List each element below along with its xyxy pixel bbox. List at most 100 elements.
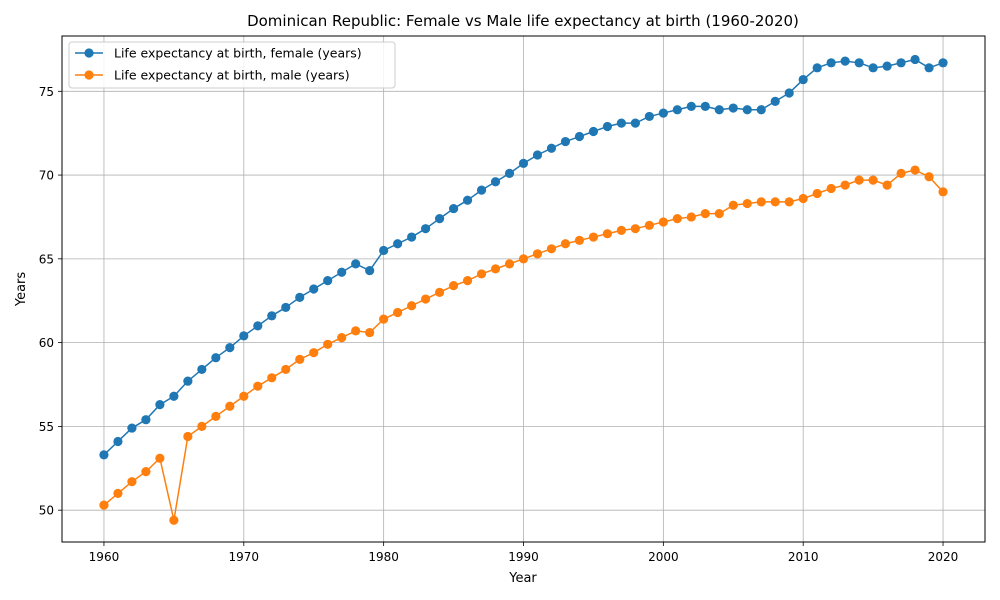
data-point	[434, 287, 445, 297]
legend-label: Life expectancy at birth, female (years)	[114, 46, 362, 61]
data-point	[784, 197, 794, 207]
data-point	[490, 264, 501, 274]
data-point	[602, 121, 613, 132]
data-point	[407, 301, 417, 311]
data-point	[225, 401, 235, 411]
data-point	[616, 225, 626, 235]
data-point	[323, 276, 333, 286]
data-point	[127, 477, 137, 487]
data-point	[574, 235, 585, 246]
data-point	[574, 131, 585, 142]
data-point	[644, 220, 654, 230]
data-point	[448, 203, 459, 214]
data-point	[476, 269, 487, 279]
x-tick-label: 2010	[788, 550, 819, 564]
data-point	[798, 193, 808, 204]
legend-item: Life expectancy at birth, male (years)	[75, 68, 350, 83]
data-point	[434, 214, 445, 224]
data-point	[910, 165, 920, 175]
data-point	[756, 105, 766, 115]
data-point	[183, 431, 193, 442]
series-0	[99, 54, 948, 460]
data-point	[924, 63, 934, 73]
chart-title: Dominican Republic: Female vs Male life …	[247, 12, 799, 30]
data-point	[309, 348, 319, 358]
data-point	[323, 339, 333, 349]
data-point	[798, 74, 808, 85]
data-point	[281, 302, 291, 313]
data-point	[742, 198, 752, 209]
data-point	[770, 96, 780, 106]
data-point	[365, 265, 375, 276]
y-tick-label: 55	[39, 420, 54, 434]
x-tick-label: 2000	[648, 550, 679, 564]
data-point	[742, 105, 752, 115]
data-point	[868, 175, 878, 185]
data-point	[197, 421, 207, 431]
data-point	[99, 500, 109, 510]
x-tick-label: 1990	[508, 550, 539, 564]
data-point	[295, 354, 305, 364]
data-point	[337, 332, 347, 343]
series-1	[99, 165, 948, 525]
legend-box	[68, 41, 396, 89]
data-point	[588, 126, 599, 137]
data-point	[113, 488, 123, 499]
data-point	[225, 343, 235, 353]
data-point	[602, 229, 613, 239]
data-point	[462, 276, 473, 286]
data-point	[686, 101, 696, 111]
data-point	[197, 364, 207, 375]
data-point	[532, 249, 543, 259]
legend-item: Life expectancy at birth, female (years)	[75, 46, 362, 61]
data-point	[518, 254, 529, 264]
data-point	[379, 314, 389, 324]
data-point	[924, 172, 934, 182]
data-point	[155, 453, 165, 463]
data-point	[714, 209, 724, 219]
data-point	[560, 239, 571, 249]
data-point	[588, 232, 599, 242]
series-layer	[99, 54, 948, 525]
data-point	[854, 58, 864, 68]
data-point	[630, 224, 640, 234]
data-point	[239, 391, 249, 401]
data-point	[99, 450, 109, 460]
data-point	[728, 103, 738, 113]
data-point	[127, 423, 137, 433]
data-point	[700, 101, 710, 111]
legend-label: Life expectancy at birth, male (years)	[114, 68, 350, 83]
data-point	[854, 175, 864, 185]
data-point	[560, 136, 571, 147]
data-point	[896, 58, 906, 68]
data-point	[239, 331, 249, 341]
data-point	[113, 436, 123, 447]
data-point	[141, 415, 151, 425]
data-point	[504, 259, 515, 269]
data-point	[393, 307, 403, 318]
data-point	[141, 467, 151, 477]
y-axis-label: Years	[14, 272, 29, 308]
data-point	[868, 63, 878, 73]
data-point	[770, 197, 780, 207]
x-tick-label: 2020	[928, 550, 959, 564]
data-point	[281, 364, 291, 375]
data-point	[518, 158, 529, 168]
data-point	[714, 105, 724, 115]
data-point	[784, 88, 794, 98]
data-point	[169, 515, 179, 525]
data-point	[504, 168, 515, 178]
data-point	[616, 118, 626, 128]
data-point	[267, 311, 277, 321]
data-point	[672, 105, 682, 115]
y-tick-label: 75	[39, 85, 54, 99]
data-point	[882, 180, 892, 190]
data-point	[476, 185, 487, 195]
data-point	[728, 200, 738, 210]
data-point	[812, 188, 822, 199]
data-point	[826, 183, 836, 194]
data-point	[672, 214, 682, 224]
data-point	[421, 294, 431, 304]
